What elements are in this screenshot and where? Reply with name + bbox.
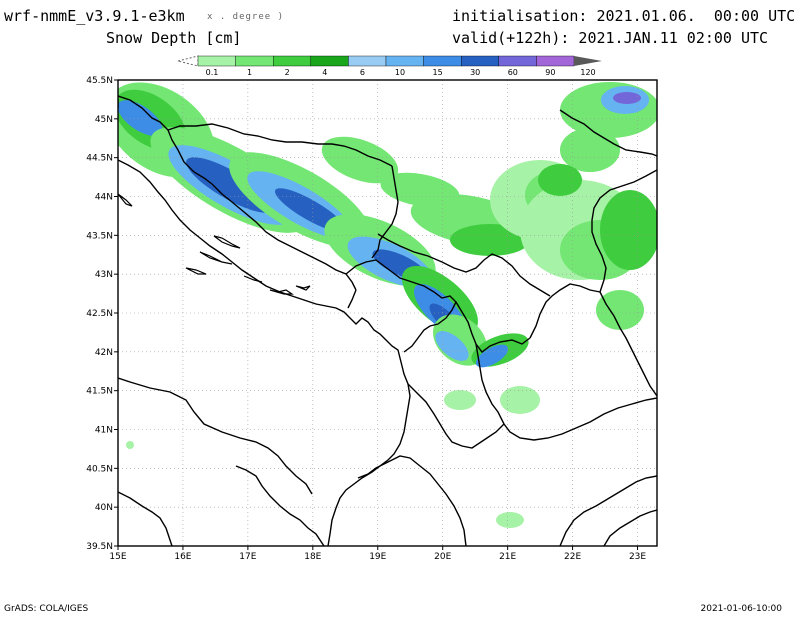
colorbar-tick-label: 60 xyxy=(508,68,518,77)
croatia-slovenia-border xyxy=(118,95,213,185)
lat-label: 45.5N xyxy=(86,76,113,86)
colorbar-tick-label: 120 xyxy=(580,68,595,77)
aegean-coastline xyxy=(559,475,657,546)
lat-label: 42.5N xyxy=(86,309,113,319)
init-time-label: initialisation: 2021.01.06. 00:00 UTC xyxy=(452,7,796,25)
coastlines-and-borders xyxy=(118,95,657,546)
lat-label: 40N xyxy=(95,503,113,513)
island xyxy=(185,267,207,275)
lon-label: 23E xyxy=(629,552,646,562)
macedonia-greece-border xyxy=(475,343,657,441)
colorbar-legend: 0.1 1 2 4 6 10 15 30 60 90 120 xyxy=(177,55,602,77)
kosovo-albania-border xyxy=(455,301,531,353)
island xyxy=(118,193,133,207)
lat-label: 42N xyxy=(95,348,113,358)
snow-depth-patch xyxy=(275,188,345,232)
serbia-kosovo-border xyxy=(377,233,551,297)
colorbar-tick-label: 15 xyxy=(433,68,443,77)
bosnia-west-border xyxy=(211,183,357,291)
lon-label: 15E xyxy=(109,552,126,562)
montenegro-border xyxy=(345,259,457,353)
snow-depth-patch xyxy=(560,128,620,172)
render-timestamp: 2021-01-06-10:00 xyxy=(700,604,783,614)
grads-credit: GrADS: COLA/IGES xyxy=(4,604,89,614)
lon-label: 21E xyxy=(499,552,516,562)
snow-depth-patch xyxy=(613,92,641,104)
lat-label: 39.5N xyxy=(86,542,113,552)
lat-label: 43.5N xyxy=(86,231,113,241)
colorbar-high-end xyxy=(574,56,602,66)
island xyxy=(213,235,241,249)
lon-label: 19E xyxy=(369,552,386,562)
lon-label: 20E xyxy=(434,552,451,562)
colorbar-tick-label: 6 xyxy=(360,68,365,77)
colorbar-tick-label: 0.1 xyxy=(206,68,219,77)
albania-greece-border xyxy=(407,383,505,449)
lat-label: 41.5N xyxy=(86,387,113,397)
serbia-bulgaria-border xyxy=(591,169,657,293)
lon-label: 18E xyxy=(304,552,321,562)
snow-depth-patch xyxy=(600,190,657,270)
peloponnese-coastline xyxy=(603,509,657,546)
italy-gargano xyxy=(118,377,313,495)
snow-depth-patch xyxy=(475,344,509,368)
lat-label: 44N xyxy=(95,193,113,203)
colorbar-tick-label: 1 xyxy=(247,68,252,77)
croatia-bosnia-north-border xyxy=(167,123,393,167)
colorbar-tick-label: 90 xyxy=(545,68,555,77)
snow-depth-patch xyxy=(126,441,134,449)
greece-coastline xyxy=(357,455,467,546)
model-title: wrf-nmmE_v3.9.1-e3km xyxy=(4,7,185,25)
axis-labels: 45.5N 45N 44.5N 44N 43.5N 43N 42.5N 42N 41.5N 41N… xyxy=(86,76,646,562)
bosnia-croatia-south-border xyxy=(347,289,357,309)
colorbar-tick-label: 4 xyxy=(322,68,327,77)
lon-label: 17E xyxy=(239,552,256,562)
lat-label: 43N xyxy=(95,270,113,280)
snow-depth-patch xyxy=(538,164,582,196)
macedonia-bulgaria-border xyxy=(599,291,657,397)
serbia-romania-border xyxy=(559,109,657,157)
snow-depth-field xyxy=(118,82,657,528)
lat-label: 41N xyxy=(95,426,113,436)
valid-time-label: valid(+122h): 2021.JAN.11 02:00 UTC xyxy=(452,29,769,47)
snow-depth-patch xyxy=(380,172,460,208)
lat-label: 44.5N xyxy=(86,154,113,164)
bosnia-east-border xyxy=(371,165,399,259)
snow-depth-patch xyxy=(444,390,476,410)
italy-coastline xyxy=(118,491,173,546)
snow-depth-patch xyxy=(596,290,644,330)
italy-heel xyxy=(235,465,325,546)
island xyxy=(243,275,263,283)
adriatic-islands xyxy=(118,193,311,295)
grid-units-label: x . degree ) xyxy=(207,12,285,22)
island xyxy=(199,251,233,265)
lon-label: 22E xyxy=(564,552,581,562)
colorbar-tick-label: 30 xyxy=(470,68,480,77)
kosovo-macedonia-border xyxy=(529,283,601,339)
snow-depth-patch xyxy=(496,512,524,528)
colorbar-tick-label: 2 xyxy=(285,68,290,77)
snow-depth-patch xyxy=(118,100,163,136)
snow-depth-patch xyxy=(435,331,469,361)
lon-label: 16E xyxy=(174,552,191,562)
snow-depth-patch xyxy=(321,136,399,184)
island xyxy=(269,289,294,295)
lat-label: 40.5N xyxy=(86,464,113,474)
colorbar-tick-label: 10 xyxy=(395,68,405,77)
island xyxy=(295,285,311,291)
field-title: Snow Depth [cm] xyxy=(106,29,242,47)
snow-depth-patch xyxy=(500,386,540,414)
lat-label: 45N xyxy=(95,115,113,125)
